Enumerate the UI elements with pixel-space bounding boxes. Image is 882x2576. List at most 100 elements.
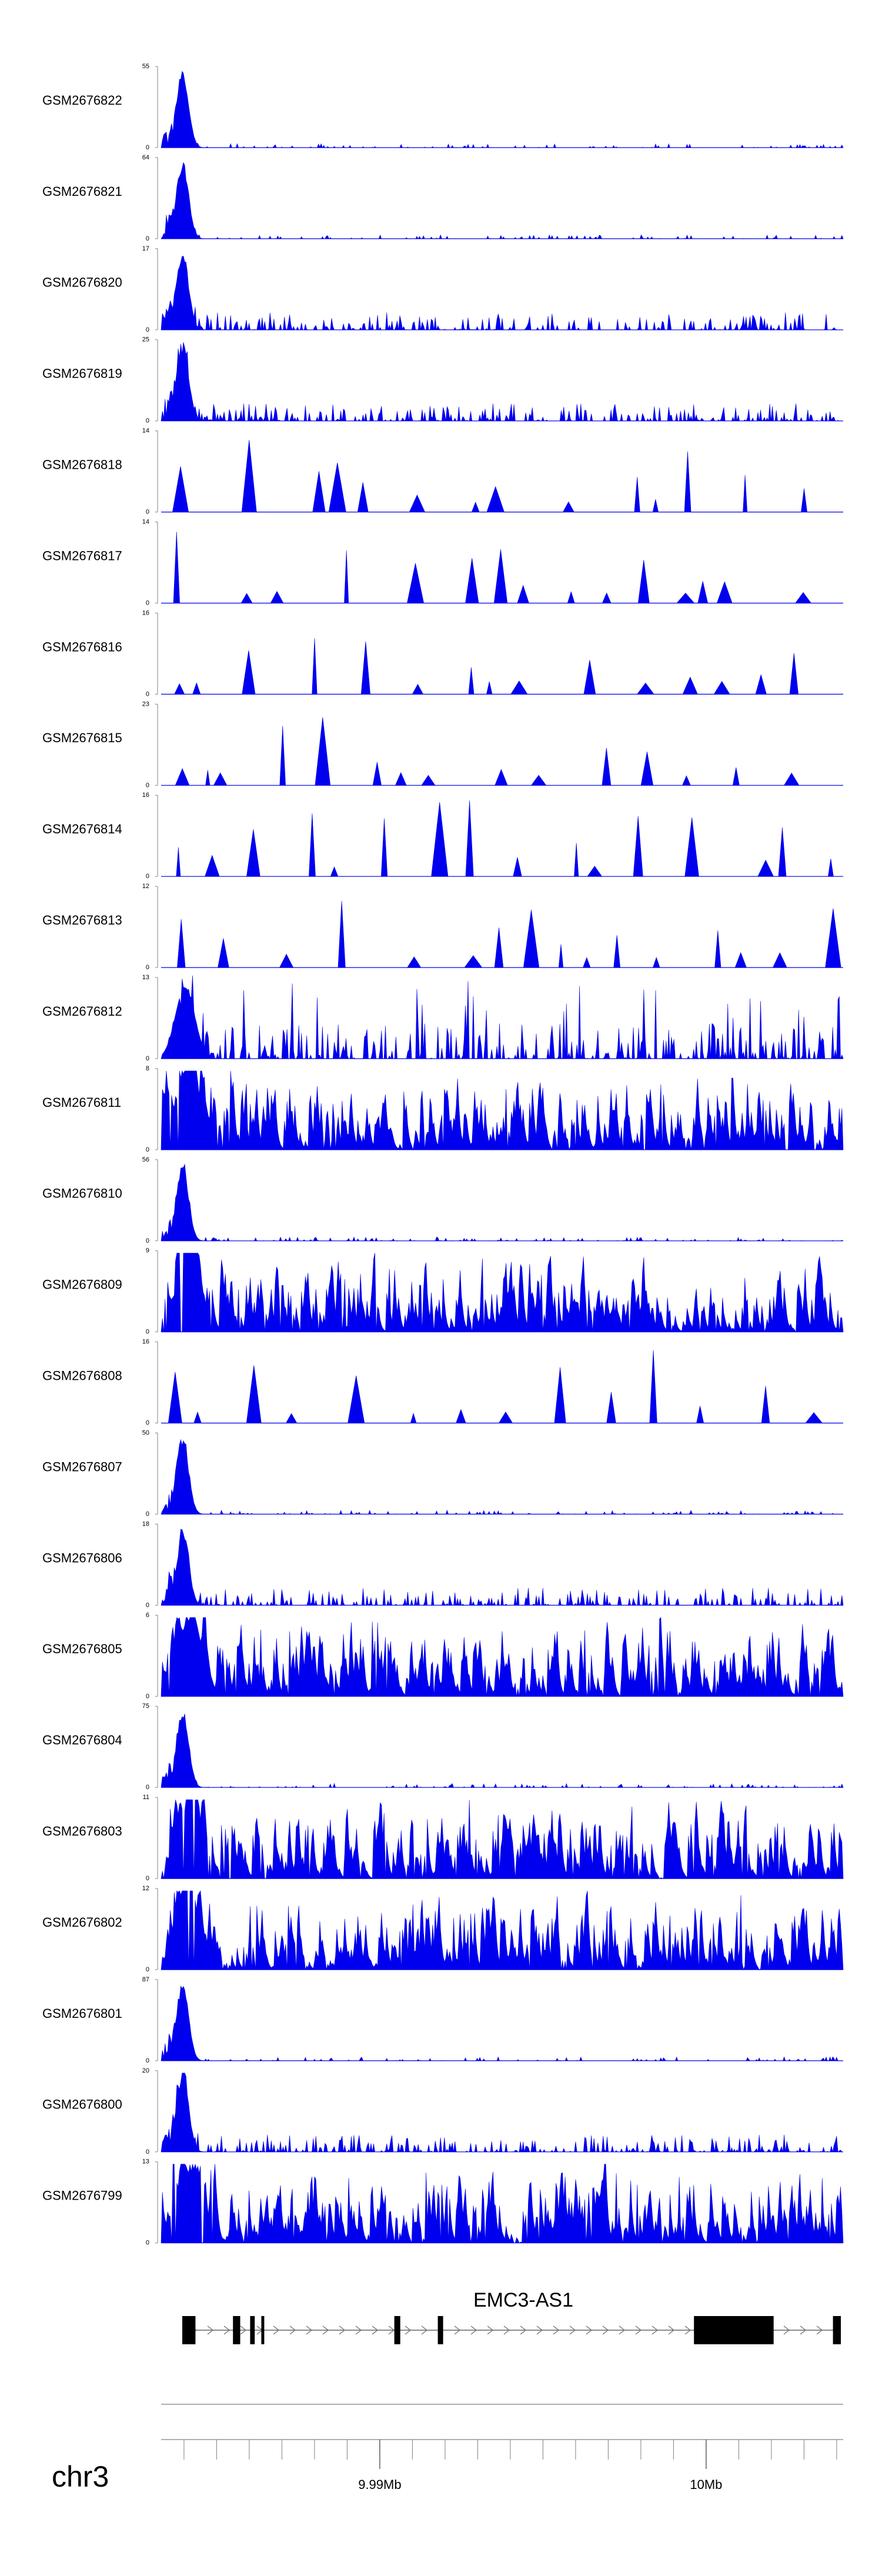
signal-area: [161, 1350, 843, 1423]
strand-arrow: [536, 2325, 543, 2335]
track-ymin-label: 0: [146, 1146, 149, 1153]
strand-arrow: [635, 2325, 642, 2335]
track-label: GSM2676820: [42, 275, 122, 290]
strand-arrow: [602, 2325, 609, 2335]
track-ymin-label: 0: [146, 1237, 149, 1244]
track-ymax-label: 16: [142, 792, 149, 799]
gene-exon: [437, 2316, 443, 2344]
track-ymax-label: 8: [146, 1065, 149, 1072]
track-label: GSM2676813: [42, 913, 122, 927]
track-ymin-label: 0: [146, 1055, 149, 1062]
strand-arrow: [800, 2325, 807, 2335]
signal-tracks: GSM2676822550GSM2676821640GSM2676820170G…: [42, 63, 844, 2247]
track-GSM2676810: GSM2676810 56 0: [42, 1156, 844, 1244]
track-ymax-label: 20: [142, 2067, 149, 2074]
strand-arrow: [405, 2325, 412, 2335]
track-ymax-label: 12: [142, 883, 149, 890]
strand-arrow: [520, 2325, 527, 2335]
strand-arrow: [240, 2325, 247, 2335]
strand-arrow: [289, 2325, 296, 2335]
strand-arrow: [503, 2325, 510, 2335]
track-label: GSM2676818: [42, 457, 122, 472]
track-label: GSM2676817: [42, 548, 122, 563]
track-GSM2676815: GSM2676815 23 0: [42, 700, 843, 789]
strand-arrow: [586, 2325, 593, 2335]
gene-exon: [233, 2316, 240, 2344]
gene-exon: [250, 2316, 255, 2344]
track-label: GSM2676816: [42, 639, 122, 654]
track-GSM2676807: GSM2676807 50 0: [42, 1430, 844, 1518]
track-label: GSM2676802: [42, 1915, 122, 1930]
track-label: GSM2676800: [42, 2097, 122, 2112]
track-label: GSM2676822: [42, 93, 122, 108]
track-ymax-label: 87: [142, 1976, 149, 1983]
track-ymin-label: 0: [146, 1693, 149, 1700]
signal-area: [161, 1985, 843, 2061]
strand-arrow: [273, 2325, 280, 2335]
signal-area: [161, 1617, 844, 1697]
track-label: GSM2676819: [42, 366, 122, 381]
track-ymin-label: 0: [146, 1875, 149, 1882]
track-GSM2676805: GSM2676805 6 0: [42, 1611, 844, 1700]
strand-arrow: [339, 2325, 346, 2335]
signal-area: [161, 342, 843, 422]
track-label: GSM2676821: [42, 184, 122, 199]
signal-area: [161, 1799, 844, 1879]
track-ymin-label: 0: [146, 782, 149, 789]
track-ymax-label: 16: [142, 1339, 149, 1346]
signal-area: [161, 440, 843, 512]
gene-exon: [833, 2316, 841, 2344]
strand-arrow: [684, 2325, 691, 2335]
strand-arrow: [372, 2325, 379, 2335]
axis-tick-label: 10Mb: [690, 2477, 722, 2492]
signal-area: [161, 1714, 844, 1788]
strand-arrow: [619, 2325, 626, 2335]
track-label: GSM2676803: [42, 1824, 122, 1838]
track-ymin-label: 0: [146, 873, 149, 880]
track-ymax-label: 64: [142, 154, 149, 161]
track-ymin-label: 0: [146, 2148, 149, 2155]
signal-area: [161, 638, 843, 695]
track-GSM2676814: GSM2676814 16 0: [42, 792, 843, 880]
signal-area: [161, 1529, 844, 1606]
gene-name-label: EMC3-AS1: [473, 2289, 573, 2311]
track-ymin-label: 0: [146, 235, 149, 242]
track-ymin-label: 0: [146, 509, 149, 516]
track-ymin-label: 0: [146, 1784, 149, 1791]
track-label: GSM2676801: [42, 2006, 122, 2021]
track-ymax-label: 18: [142, 1520, 149, 1527]
signal-area: [161, 1070, 844, 1151]
track-ymax-label: 14: [142, 519, 149, 526]
signal-area: [161, 1163, 844, 1242]
track-GSM2676802: GSM2676802 12 0: [42, 1885, 844, 1973]
strand-arrow: [470, 2325, 477, 2335]
gene-exon: [182, 2316, 196, 2344]
signal-area: [161, 71, 844, 148]
track-ymax-label: 55: [142, 63, 149, 70]
axis-tick-label: 9.99Mb: [358, 2477, 401, 2492]
track-ymin-label: 0: [146, 1966, 149, 1973]
track-ymax-label: 25: [142, 336, 149, 343]
strand-arrow: [783, 2325, 790, 2335]
track-GSM2676822: GSM2676822 55 0: [42, 63, 844, 151]
track-ymax-label: 13: [142, 974, 149, 981]
gene-track: EMC3-AS1: [182, 2289, 841, 2344]
track-GSM2676799: GSM2676799 13 0: [42, 2158, 844, 2247]
track-ymax-label: 56: [142, 1156, 149, 1163]
track-label: GSM2676806: [42, 1550, 122, 1565]
track-GSM2676809: GSM2676809 9 0: [42, 1247, 844, 1336]
track-ymax-label: 11: [143, 1794, 149, 1801]
track-ymin-label: 0: [146, 690, 149, 698]
track-GSM2676811: GSM2676811 8 0: [42, 1065, 844, 1153]
track-GSM2676806: GSM2676806 18 0: [42, 1520, 844, 1609]
track-ymax-label: 12: [142, 1885, 149, 1892]
track-GSM2676804: GSM2676804 75 0: [42, 1703, 844, 1791]
track-ymin-label: 0: [146, 2240, 149, 2247]
track-label: GSM2676810: [42, 1186, 122, 1201]
strand-arrow: [388, 2325, 395, 2335]
chromosome-label: chr3: [52, 2460, 109, 2493]
track-label: GSM2676809: [42, 1277, 122, 1292]
track-GSM2676801: GSM2676801 87 0: [42, 1976, 843, 2064]
genome-axis: chr3 9.99Mb 10Mb: [52, 2404, 843, 2493]
signal-area: [161, 800, 843, 877]
